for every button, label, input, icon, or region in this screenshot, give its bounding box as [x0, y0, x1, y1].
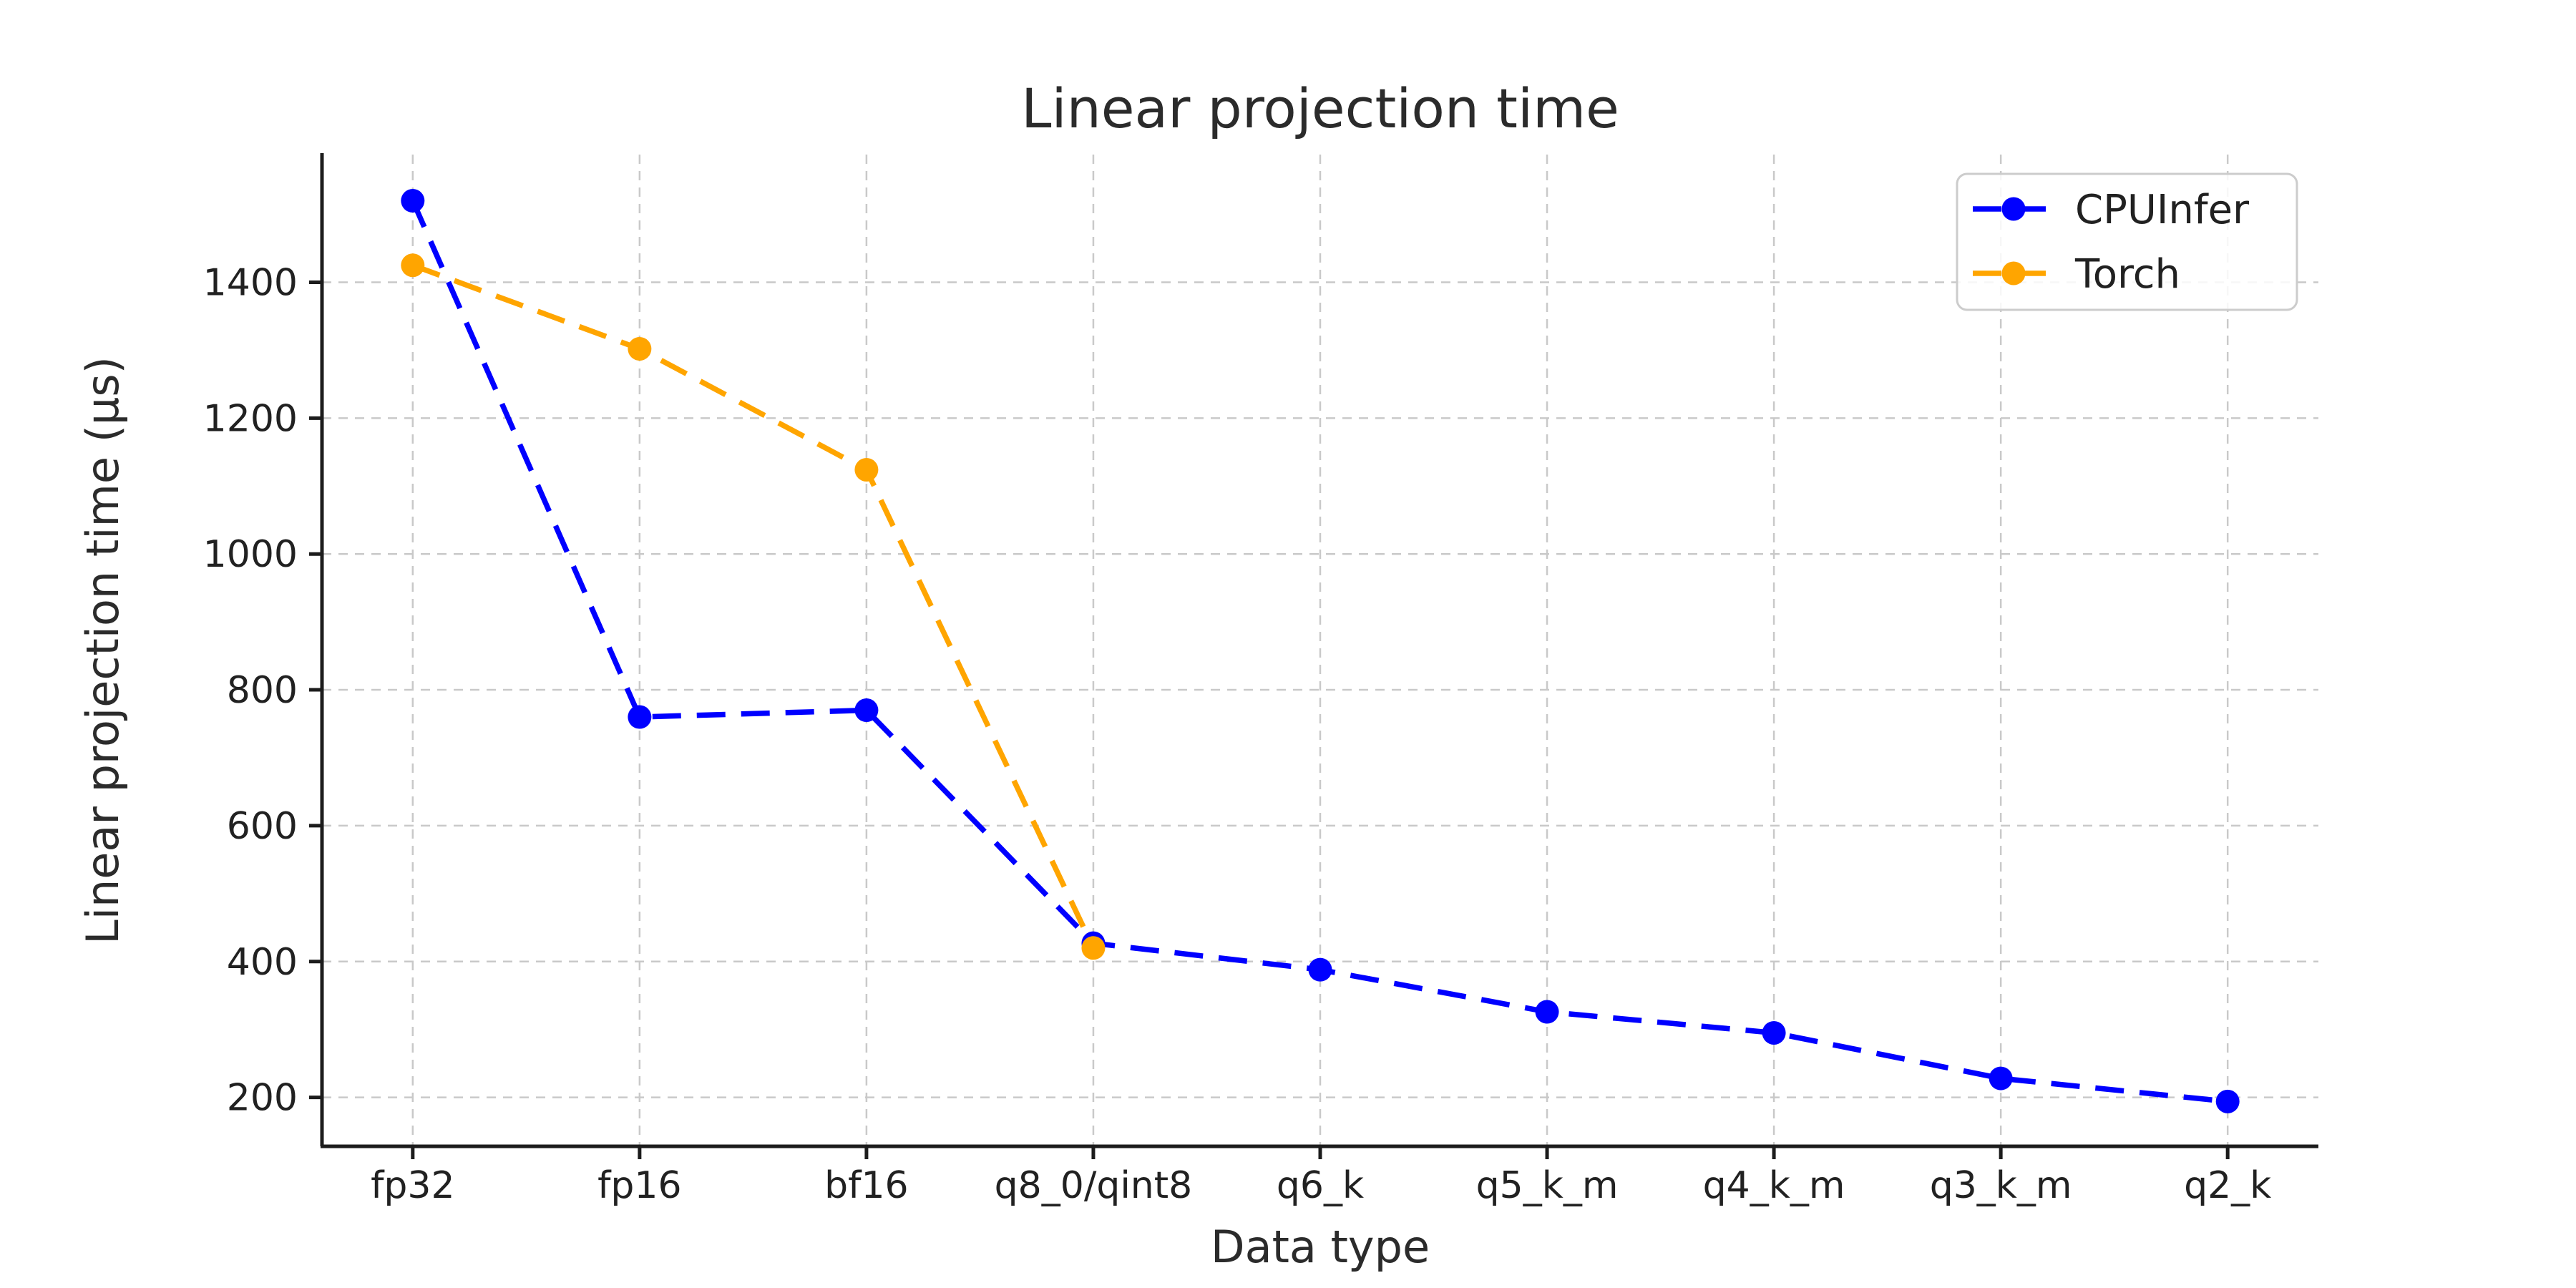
x-tick-label: q5_k_m — [1476, 1164, 1619, 1207]
y-tick-label: 200 — [227, 1077, 298, 1120]
data-point-cpuinfer — [1762, 1020, 1786, 1045]
y-tick-label: 800 — [227, 669, 298, 712]
x-tick-label: bf16 — [824, 1164, 908, 1207]
data-point-torch — [854, 457, 879, 482]
x-tick-label: fp32 — [371, 1164, 454, 1207]
data-point-cpuinfer — [2215, 1089, 2240, 1113]
legend-label-torch: Torch — [2074, 251, 2180, 298]
x-tick-label: q8_0/qint8 — [995, 1164, 1193, 1207]
x-tick-label: q4_k_m — [1703, 1164, 1845, 1207]
x-tick-label: q6_k — [1277, 1164, 1364, 1207]
x-tick-label: q2_k — [2184, 1164, 2271, 1207]
y-tick-label: 1000 — [203, 533, 298, 576]
data-point-torch — [401, 253, 425, 278]
x-axis-title: Data type — [1211, 1221, 1430, 1273]
data-point-cpuinfer — [628, 705, 652, 729]
y-tick-label: 400 — [227, 941, 298, 984]
data-point-cpuinfer — [1989, 1066, 2013, 1091]
legend-marker-cpuinfer — [2001, 197, 2026, 221]
chart-title: Linear projection time — [1021, 77, 1619, 140]
y-axis-title: Linear projection time (µs) — [77, 356, 129, 945]
data-point-cpuinfer — [1308, 957, 1332, 982]
x-tick-label: q3_k_m — [1930, 1164, 2072, 1207]
legend-marker-torch — [2001, 261, 2026, 286]
legend-label-cpuinfer: CPUInfer — [2075, 187, 2250, 233]
y-tick-label: 1200 — [203, 397, 298, 440]
y-tick-label: 1400 — [203, 261, 298, 304]
data-point-cpuinfer — [854, 698, 879, 723]
data-point-torch — [628, 337, 652, 361]
data-point-torch — [1081, 936, 1106, 960]
y-tick-label: 600 — [227, 805, 298, 848]
data-point-cpuinfer — [1535, 1000, 1559, 1024]
x-tick-label: fp16 — [597, 1164, 681, 1207]
series-line-torch — [411, 263, 1096, 950]
data-point-cpuinfer — [401, 189, 425, 213]
